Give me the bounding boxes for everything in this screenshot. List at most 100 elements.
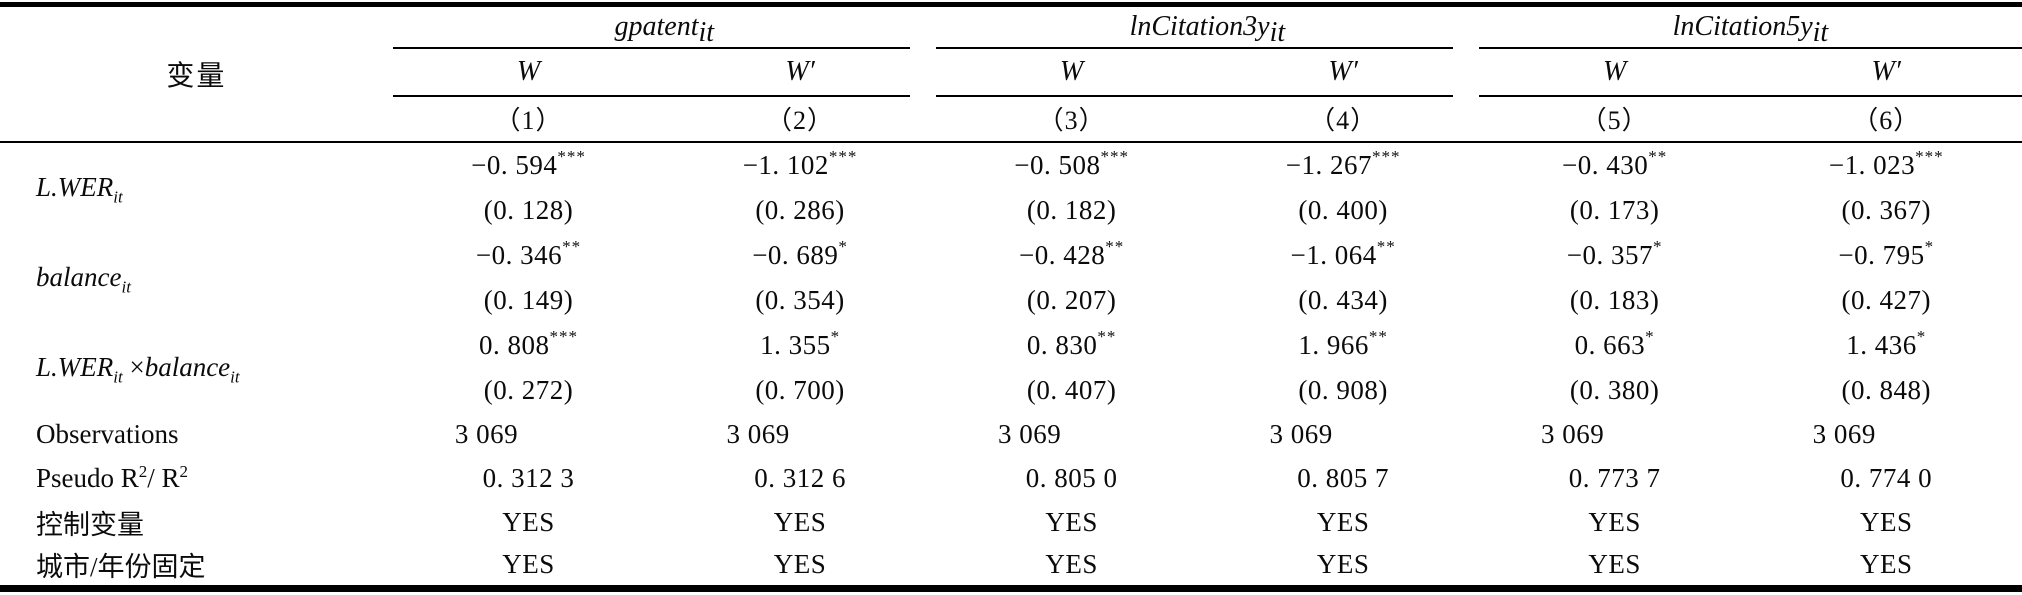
model-col-header: W′: [785, 55, 815, 87]
col-number: （5）: [1580, 106, 1649, 135]
coefficient-value: −0. 508: [1014, 150, 1101, 180]
standard-error-cell: (0. 380): [1569, 375, 1660, 405]
model-underline-row: [0, 94, 2022, 97]
coefficient-value: −0. 430: [1562, 150, 1649, 180]
statistic-value: 0. 774 0: [1840, 463, 1933, 493]
significance-stars: *: [1645, 327, 1655, 346]
statistic-label: 控制变量: [36, 510, 144, 540]
statistic-value: YES: [1316, 549, 1370, 580]
statistic-value: YES: [502, 549, 555, 580]
coefficient-cell: 1. 355*: [664, 323, 936, 369]
standard-error-row: (0. 272) (0. 700) (0. 407) (0. 908) (0. 380)…: [0, 369, 2022, 413]
statistic-label: Pseudo R2/ R2: [36, 462, 189, 493]
significance-stars: ***: [1915, 147, 1944, 166]
statistic-value: YES: [1588, 507, 1641, 537]
col-number: （2）: [766, 106, 835, 135]
rule-line: [1478, 94, 2022, 97]
rule-line: [935, 94, 1453, 97]
coefficient-value: −0. 346: [475, 240, 563, 270]
statistic-value: 0. 805 0: [1025, 463, 1118, 493]
significance-stars: *: [1924, 237, 1935, 256]
statistic-value: 3 069: [1269, 419, 1333, 449]
standard-error-row: (0. 128) (0. 286) (0. 182) (0. 400) (0. 173)…: [0, 189, 2022, 233]
standard-error-cell: (0. 700): [755, 375, 845, 405]
coefficient-cell: −0. 428**: [936, 233, 1208, 279]
standard-error-row: (0. 149) (0. 354) (0. 207) (0. 434) (0. 183)…: [0, 279, 2022, 323]
significance-stars: *: [838, 237, 848, 256]
col-number: （6）: [1852, 106, 1921, 135]
col-number: （4）: [1309, 106, 1378, 135]
model-col-header: W: [1602, 55, 1627, 87]
standard-error-cell: (0. 173): [1569, 195, 1660, 225]
statistic-value: YES: [502, 507, 555, 537]
significance-stars: ***: [828, 147, 858, 166]
coefficient-value: 1. 966: [1298, 330, 1369, 360]
statistic-row: Observations 3 069 3 069 3 069 3 069 3 069 3 0…: [0, 413, 2022, 457]
significance-stars: **: [1368, 327, 1388, 346]
coefficient-cell: 1. 966**: [1207, 323, 1479, 369]
standard-error-cell: (0. 427): [1841, 285, 1931, 315]
group-header-gpatent: gpatentit: [393, 5, 936, 47]
corner-label-variable: 变量: [166, 60, 227, 92]
coefficient-cell: −0. 346**: [393, 233, 665, 279]
coefficient-value: 1. 355: [760, 330, 831, 360]
statistic-value: YES: [1316, 507, 1370, 537]
table-body: L.WERit −0. 594*** −1. 102*** −0. 508*** −1.…: [0, 140, 2022, 589]
significance-stars: **: [1105, 237, 1125, 256]
significance-stars: ***: [1100, 147, 1129, 166]
statistic-value: YES: [1045, 507, 1098, 537]
coefficient-cell: 0. 808***: [393, 323, 665, 369]
statistic-value: YES: [1859, 549, 1913, 580]
variable-label: L.WERit: [36, 172, 123, 207]
statistic-value: 3 069: [454, 419, 519, 449]
rule-line: [0, 140, 2022, 143]
rule-line: [392, 94, 910, 97]
statistic-value: 3 069: [726, 419, 790, 449]
standard-error-cell: (0. 354): [755, 285, 845, 315]
group-header-row: 变量 gpatentit lnCitation3yit lnCitation5y…: [0, 5, 2022, 92]
significance-stars: ***: [557, 147, 586, 166]
coefficient-cell: −1. 023***: [1750, 143, 2022, 189]
statistic-label: 城市/年份固定: [36, 552, 206, 583]
group-underline-row: [0, 46, 2022, 49]
model-col-header: W′: [1328, 55, 1358, 87]
group-name: lnCitation3y: [1129, 10, 1270, 42]
coefficient-cell: −0. 689*: [664, 233, 936, 279]
standard-error-cell: (0. 434): [1298, 285, 1388, 315]
coefficient-cell: −0. 795*: [1750, 233, 2022, 279]
statistic-value: YES: [773, 549, 827, 580]
statistic-value: YES: [773, 507, 827, 537]
standard-error-cell: (0. 207): [1026, 285, 1117, 315]
standard-error-cell: (0. 128): [483, 195, 574, 225]
significance-stars: ***: [1371, 147, 1401, 166]
coefficient-cell: 0. 663*: [1479, 323, 1751, 369]
coefficient-cell: −1. 064**: [1207, 233, 1479, 279]
standard-error-cell: (0. 272): [483, 375, 574, 405]
coefficient-value: −1. 102: [742, 150, 829, 180]
significance-stars: *: [830, 327, 841, 346]
header-bottom-rule-row: [0, 140, 2022, 143]
statistic-row: Pseudo R2/ R2 0. 312 3 0. 312 6 0. 805 0 0. …: [0, 457, 2022, 501]
variable-coefficient-row: balanceit −0. 346** −0. 689* −0. 428** −1. 0…: [0, 233, 2022, 295]
statistic-value: YES: [1045, 549, 1098, 580]
standard-error-cell: (0. 182): [1026, 195, 1117, 225]
standard-error-cell: (0. 286): [755, 195, 845, 225]
statistic-value: 3 069: [1541, 419, 1605, 449]
rule-line: [1478, 46, 2022, 49]
significance-stars: ***: [549, 327, 579, 346]
coefficient-value: 0. 830: [1026, 330, 1098, 360]
statistic-row: 城市/年份固定 YES YES YES YES YES YES: [0, 545, 2022, 589]
statistic-label: Observations: [36, 419, 179, 449]
statistic-value: 0. 805 7: [1297, 463, 1389, 493]
standard-error-cell: (0. 183): [1569, 285, 1660, 315]
model-col-header: W′: [1871, 55, 1901, 87]
coefficient-cell: 1. 436*: [1750, 323, 2022, 369]
coefficient-cell: −1. 102***: [664, 143, 936, 189]
coefficient-cell: 0. 830**: [936, 323, 1208, 369]
coefficient-value: 0. 808: [479, 330, 550, 360]
coefficient-value: −1. 064: [1290, 240, 1377, 270]
standard-error-cell: (0. 149): [483, 285, 574, 315]
coefficient-value: −0. 357: [1566, 240, 1654, 270]
